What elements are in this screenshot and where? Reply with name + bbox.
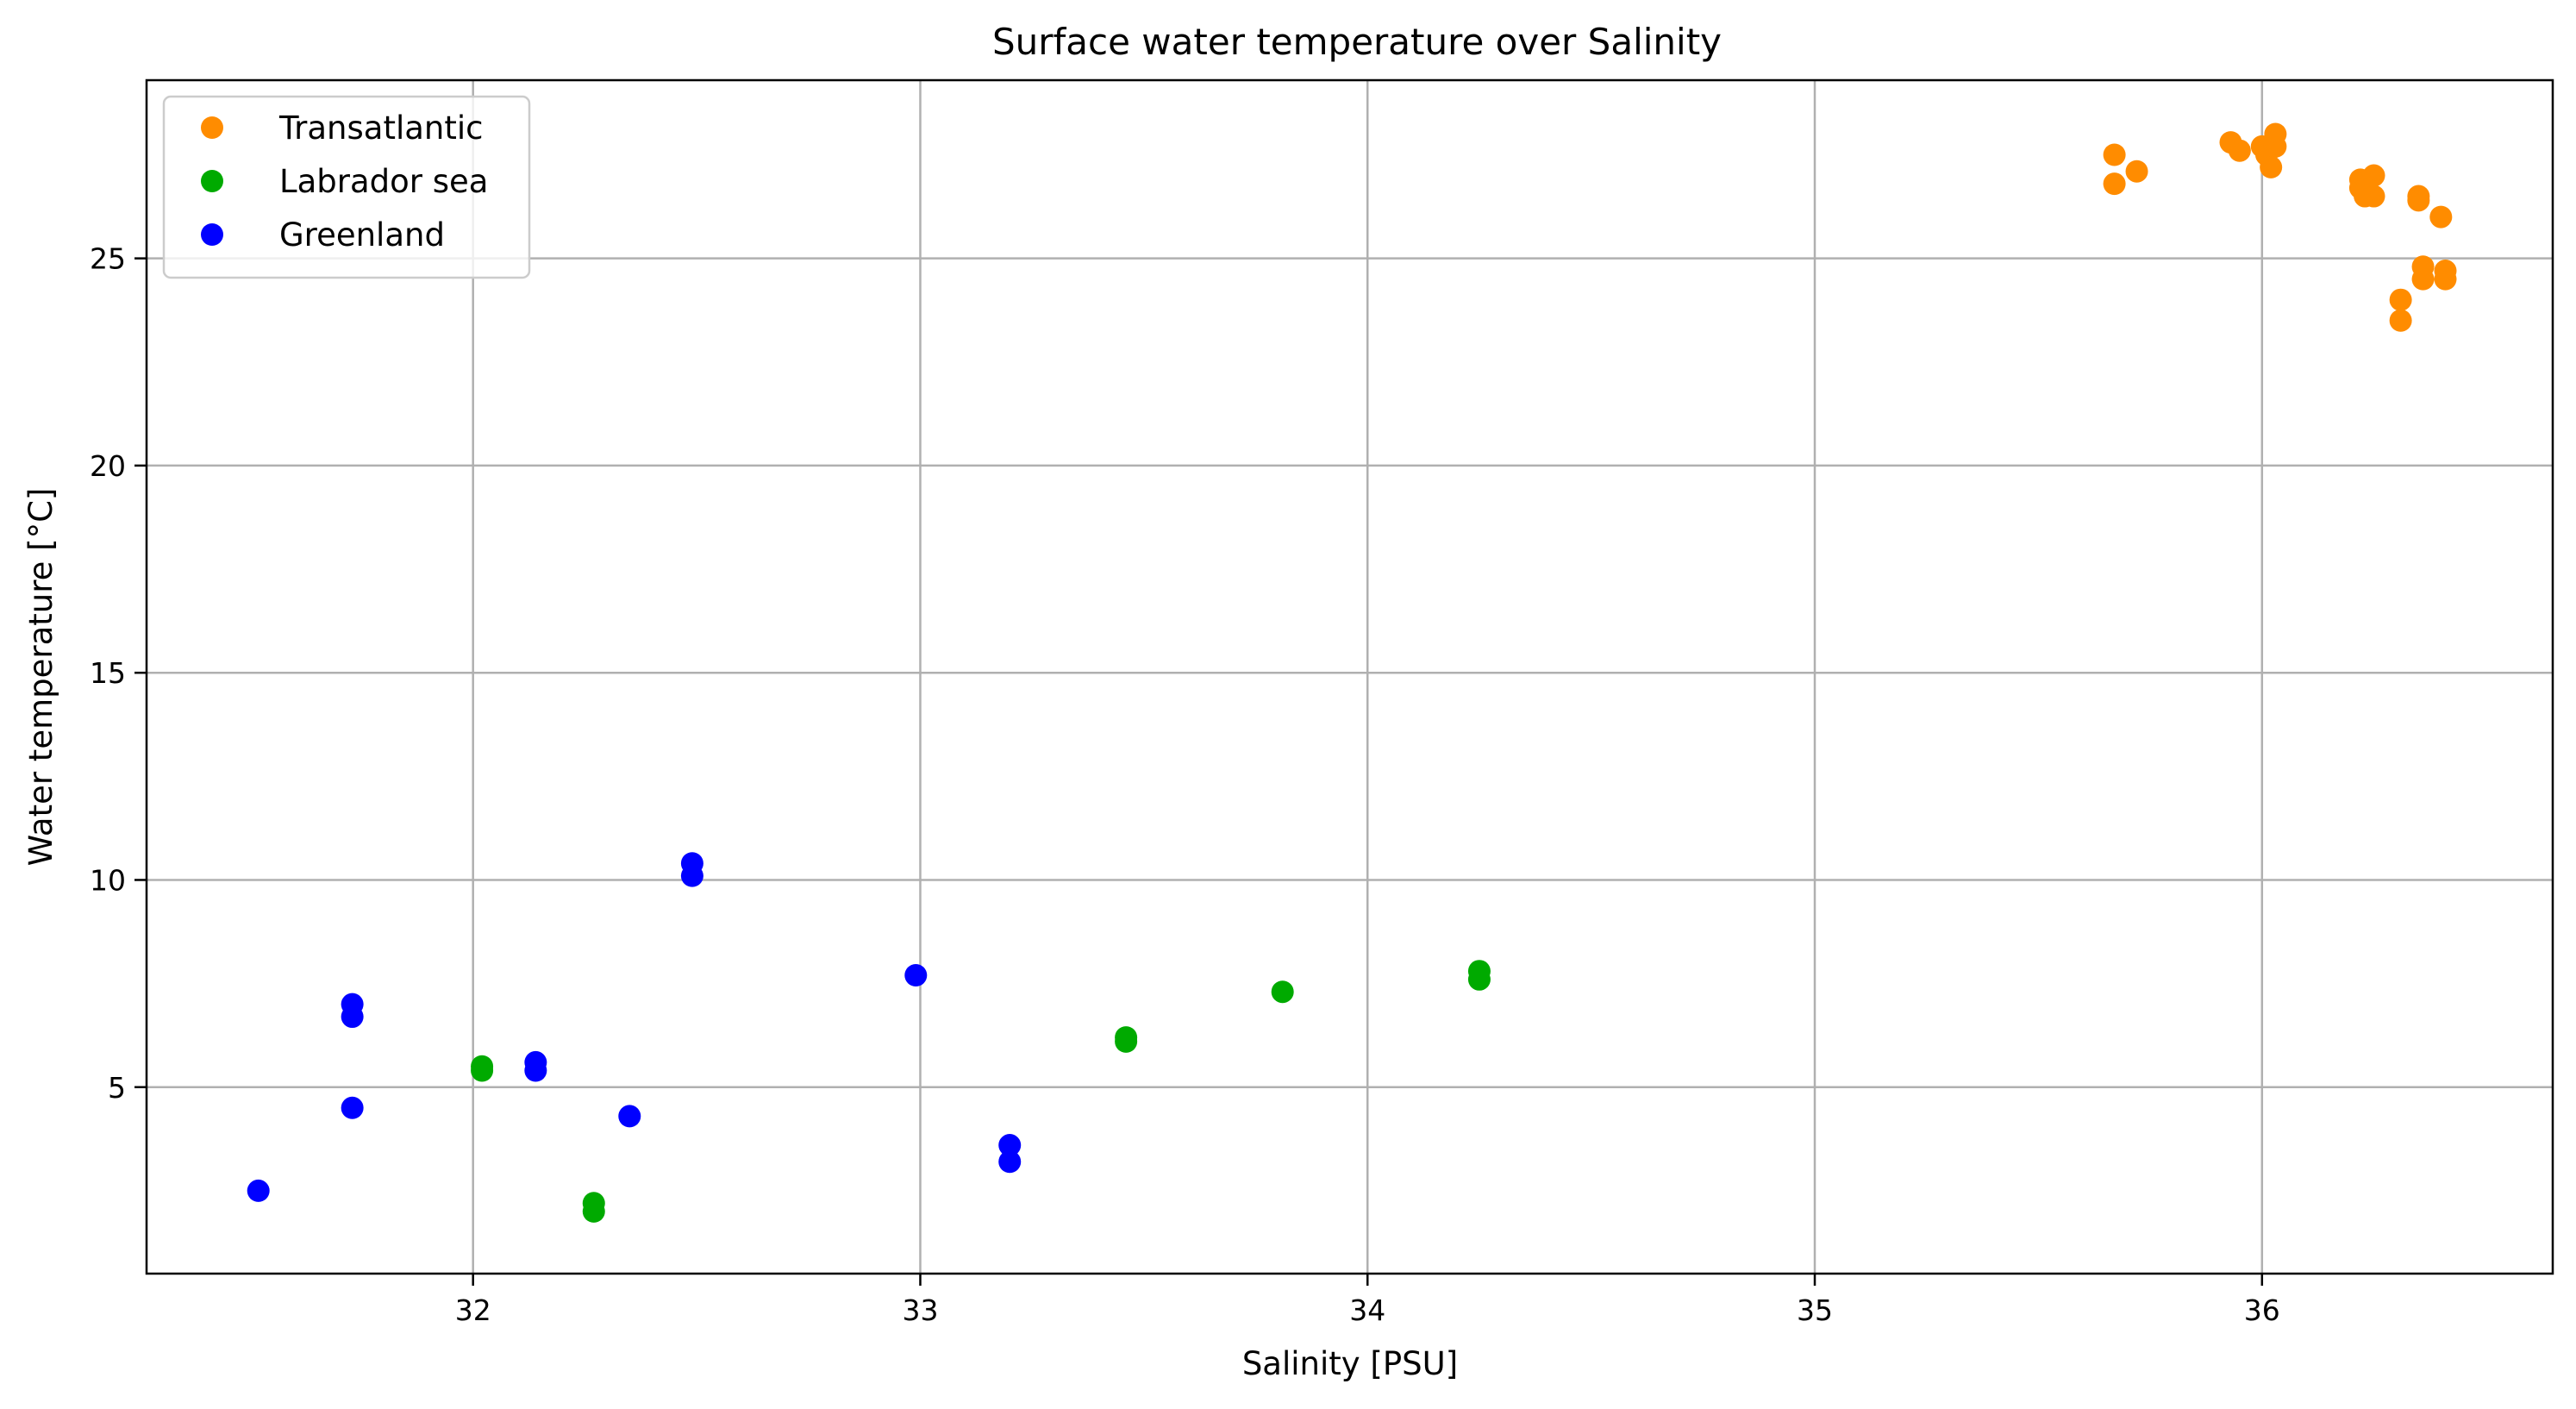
transatlantic-point (2389, 288, 2412, 311)
transatlantic-point (2103, 143, 2126, 166)
y-tick-label: 5 (108, 1071, 126, 1105)
chart-title: Surface water temperature over Salinity (992, 21, 1722, 63)
transatlantic-point (2429, 205, 2453, 229)
greenland-point (998, 1150, 1022, 1174)
grid-lines (147, 80, 2553, 1274)
greenland-point (998, 1134, 1022, 1157)
transatlantic-point (2389, 309, 2412, 332)
labrador-sea-point (1115, 1030, 1138, 1053)
labrador-sea-point (1467, 968, 1491, 991)
transatlantic-point (2411, 267, 2435, 291)
transatlantic-point (2103, 172, 2126, 196)
legend-marker-labrador-sea (201, 170, 223, 192)
legend-label-transatlantic: Transatlantic (278, 110, 484, 147)
greenland-point (524, 1059, 547, 1082)
transatlantic-point (2264, 135, 2287, 158)
transatlantic-point (2260, 155, 2283, 178)
y-axis-label: Water temperature [°C] (22, 488, 59, 867)
legend-marker-transatlantic (201, 116, 223, 139)
y-tick-label: 15 (90, 656, 126, 690)
x-axis-label: Salinity [PSU] (1242, 1345, 1458, 1382)
data-points (247, 122, 2457, 1223)
x-tick-label: 36 (2244, 1293, 2280, 1327)
greenland-point (904, 964, 928, 986)
transatlantic-point (2407, 189, 2430, 212)
y-tick-label: 25 (90, 242, 126, 276)
legend: Transatlantic Labrador sea Greenland (162, 95, 531, 279)
x-tick-label: 33 (902, 1293, 938, 1327)
transatlantic-point (2228, 139, 2251, 162)
labrador-sea-point (471, 1059, 494, 1082)
axis-ticks: 32 33 34 35 36 5 10 15 20 25 (90, 242, 2280, 1327)
x-tick-label: 32 (455, 1293, 491, 1327)
legend-box (162, 95, 531, 279)
transatlantic-point (2125, 160, 2148, 183)
plot-frame (145, 78, 2554, 1275)
greenland-point (247, 1179, 270, 1202)
legend-marker-greenland (201, 223, 223, 246)
transatlantic-point (2434, 267, 2457, 291)
transatlantic-point (2362, 185, 2385, 208)
y-tick-label: 20 (90, 449, 126, 483)
labrador-sea-point (582, 1199, 605, 1223)
greenland-point (618, 1105, 641, 1128)
labrador-sea-point (1271, 980, 1294, 1004)
x-tick-label: 35 (1797, 1293, 1833, 1327)
greenland-point (341, 1096, 364, 1119)
x-tick-label: 34 (1349, 1293, 1385, 1327)
y-tick-label: 10 (90, 863, 126, 897)
greenland-point (680, 864, 703, 887)
transatlantic-point (2362, 164, 2385, 187)
legend-label-labrador-sea: Labrador sea (279, 163, 488, 200)
legend-label-greenland: Greenland (279, 216, 445, 254)
greenland-point (341, 1005, 364, 1029)
